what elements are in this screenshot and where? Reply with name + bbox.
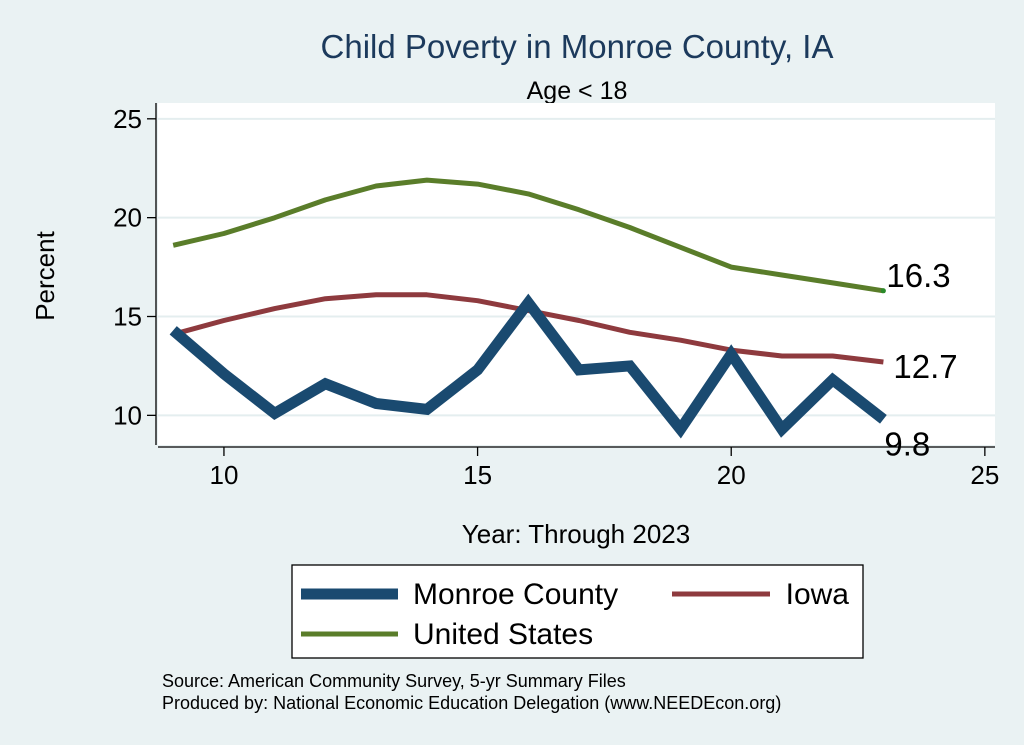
end-label-iowa: 12.7 [893, 348, 957, 385]
y-ticks: 10 15 20 25 [113, 104, 156, 430]
end-label-united-states: 16.3 [886, 257, 950, 294]
y-tick-label-25: 25 [113, 104, 142, 134]
y-tick-label-15: 15 [113, 302, 142, 332]
series-line-united-states [172, 177, 884, 294]
legend-label-iowa: Iowa [786, 578, 850, 611]
chart-subtitle: Age < 18 [527, 77, 628, 105]
legend: Monroe County Iowa United States [291, 564, 864, 659]
x-tick-label-10: 10 [209, 460, 238, 490]
producer-note: Produced by: National Economic Education… [162, 693, 781, 713]
end-label-monroe-county: 9.8 [884, 425, 930, 462]
y-tick-label-10: 10 [113, 400, 142, 430]
legend-box [291, 564, 864, 659]
y-axis-title: Percent [30, 230, 60, 320]
gridlines [158, 117, 995, 417]
end-marker-united-states [880, 288, 886, 294]
series-line-monroe-county [169, 293, 887, 439]
source-note: Source: American Community Survey, 5-yr … [162, 671, 626, 691]
y-tick-label-20: 20 [113, 203, 142, 233]
x-ticks: 10 15 20 25 [209, 447, 999, 490]
x-axis-title: Year: Through 2023 [462, 519, 690, 549]
legend-label-monroe-county: Monroe County [413, 578, 618, 611]
x-tick-label-20: 20 [717, 460, 746, 490]
plot-area [158, 103, 995, 445]
legend-label-united-states: United States [413, 618, 593, 651]
chart-title: Child Poverty in Monroe County, IA [321, 28, 834, 65]
x-tick-label-15: 15 [463, 460, 492, 490]
x-tick-label-25: 25 [970, 460, 999, 490]
series-layer [169, 177, 887, 439]
